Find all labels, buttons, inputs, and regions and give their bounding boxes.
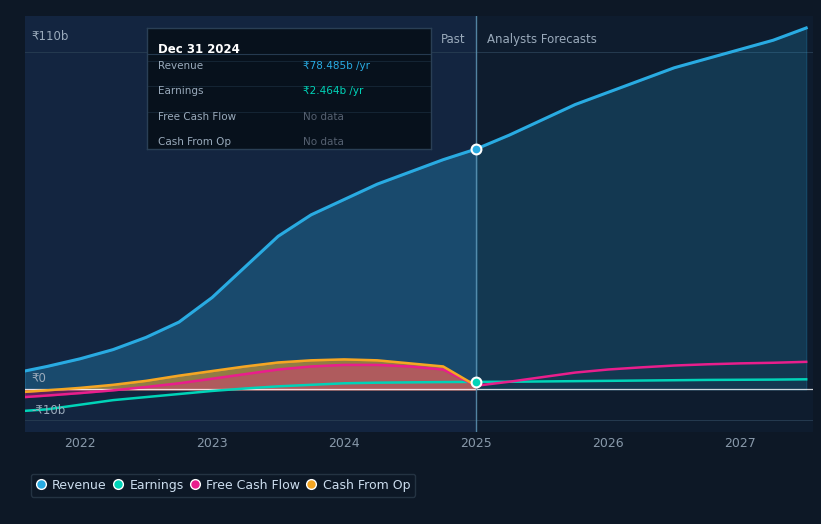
Point [470,145,483,153]
Bar [25,16,476,432]
Text: ₹110b: ₹110b [31,30,69,43]
Text: -₹10b: -₹10b [31,404,66,417]
Text: Past: Past [441,34,466,46]
Legend: Revenue, Earnings, Free Cash Flow, Cash From Op: Revenue, Earnings, Free Cash Flow, Cash … [31,474,415,497]
Text: ₹0: ₹0 [31,372,46,385]
Point [470,378,483,386]
Text: Analysts Forecasts: Analysts Forecasts [487,34,597,46]
Bar [476,16,813,432]
